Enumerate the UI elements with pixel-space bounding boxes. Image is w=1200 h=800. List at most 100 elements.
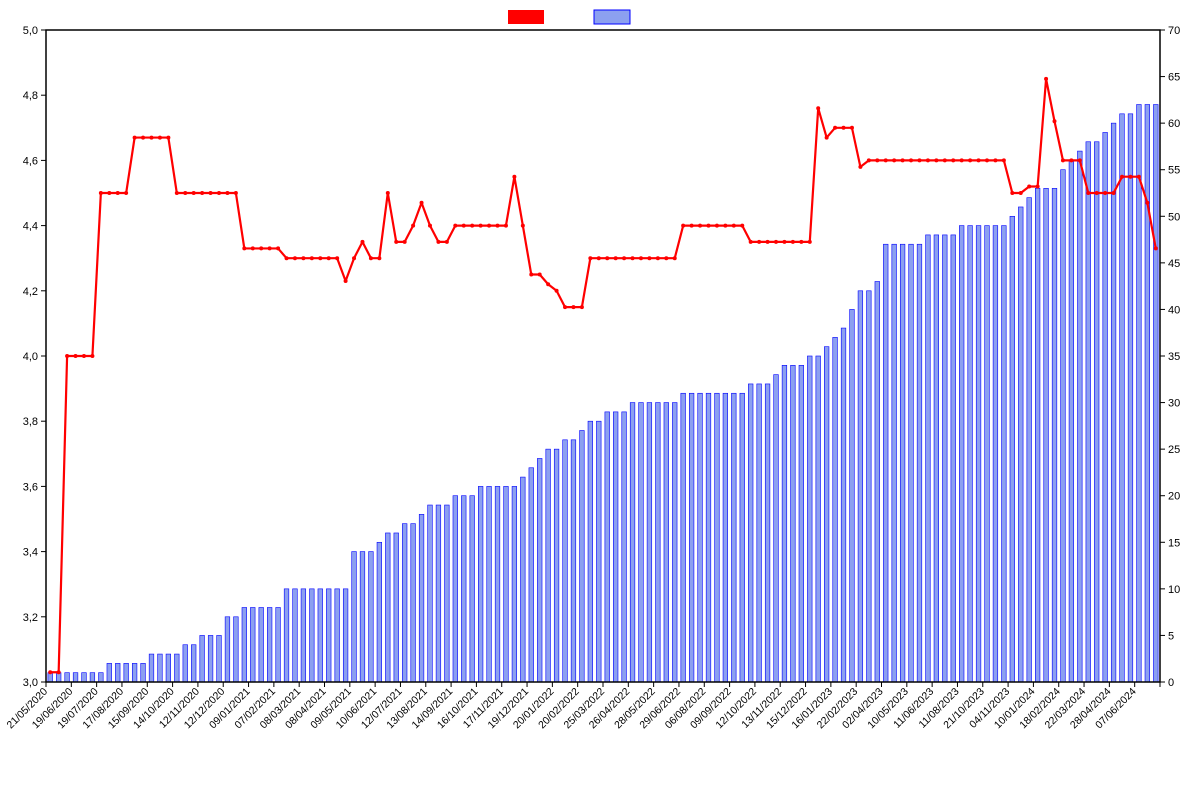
line-marker xyxy=(614,256,618,260)
line-marker xyxy=(74,354,78,358)
bar xyxy=(301,589,306,682)
bar xyxy=(90,673,95,682)
y-right-tick-label: 60 xyxy=(1168,118,1180,130)
bar xyxy=(352,552,357,682)
line-marker xyxy=(420,201,424,205)
legend-swatch-bar xyxy=(594,10,630,24)
line-marker xyxy=(166,136,170,140)
bar xyxy=(82,673,87,682)
bar xyxy=(141,663,146,682)
y-left-tick-label: 4,8 xyxy=(23,90,38,102)
line-marker xyxy=(394,240,398,244)
line-marker xyxy=(377,256,381,260)
bar xyxy=(267,607,272,682)
line-layer xyxy=(48,77,1158,674)
bar xyxy=(841,328,846,682)
line-marker xyxy=(858,165,862,169)
bar xyxy=(1094,142,1099,682)
bar xyxy=(250,607,255,682)
bar xyxy=(664,403,669,682)
bar xyxy=(478,486,483,682)
y-left-tick-label: 3,6 xyxy=(23,481,38,493)
bar xyxy=(782,365,787,682)
line-marker xyxy=(285,256,289,260)
bar xyxy=(1035,188,1040,682)
line-marker xyxy=(1095,191,1099,195)
bar xyxy=(461,496,466,682)
y-left-tick-label: 5,0 xyxy=(23,25,38,37)
line-marker xyxy=(259,246,263,250)
line-marker xyxy=(917,158,921,162)
y-left-tick-label: 4,6 xyxy=(23,155,38,167)
bar xyxy=(115,663,120,682)
bar xyxy=(613,412,618,682)
bar xyxy=(1103,132,1108,682)
bar xyxy=(892,244,897,682)
bar xyxy=(985,226,990,682)
bar xyxy=(132,663,137,682)
line-marker xyxy=(808,240,812,244)
bar xyxy=(166,654,171,682)
line-marker xyxy=(512,175,516,179)
line-marker xyxy=(335,256,339,260)
line-marker xyxy=(1120,175,1124,179)
y-right-tick-label: 30 xyxy=(1168,398,1180,410)
bar xyxy=(723,393,728,682)
line-marker xyxy=(934,158,938,162)
bar xyxy=(850,309,855,682)
bar xyxy=(706,393,711,682)
line-marker xyxy=(555,289,559,293)
bar xyxy=(605,412,610,682)
line-marker xyxy=(1137,175,1141,179)
bar xyxy=(681,393,686,682)
line-marker xyxy=(360,240,364,244)
bar xyxy=(968,226,973,682)
bar xyxy=(1137,105,1142,682)
y-right-tick-label: 5 xyxy=(1168,630,1174,642)
bar xyxy=(360,552,365,682)
bar xyxy=(1078,151,1083,682)
bar xyxy=(740,393,745,682)
line-marker xyxy=(1086,191,1090,195)
bar xyxy=(959,226,964,682)
line-marker xyxy=(757,240,761,244)
line-marker xyxy=(192,191,196,195)
bar xyxy=(149,654,154,682)
line-marker xyxy=(496,224,500,228)
bar xyxy=(1018,207,1023,682)
bar xyxy=(1128,114,1133,682)
line-marker xyxy=(327,256,331,260)
bar xyxy=(757,384,762,682)
bar xyxy=(799,365,804,682)
line-marker xyxy=(892,158,896,162)
line-marker xyxy=(1078,158,1082,162)
bar xyxy=(715,393,720,682)
line-marker xyxy=(605,256,609,260)
line-marker xyxy=(1053,119,1057,123)
line-marker xyxy=(183,191,187,195)
line-marker xyxy=(1103,191,1107,195)
line-marker xyxy=(588,256,592,260)
bar xyxy=(124,663,129,682)
y-right-tick-label: 20 xyxy=(1168,491,1180,503)
line-marker xyxy=(344,279,348,283)
line-marker xyxy=(82,354,86,358)
bar xyxy=(369,552,374,682)
line-marker xyxy=(403,240,407,244)
bar xyxy=(571,440,576,682)
line-marker xyxy=(977,158,981,162)
bar xyxy=(310,589,315,682)
y-right-tick-label: 45 xyxy=(1168,258,1180,270)
line-marker xyxy=(664,256,668,260)
line-marker xyxy=(926,158,930,162)
bars-layer xyxy=(48,105,1158,682)
line-marker xyxy=(1036,184,1040,188)
bar xyxy=(824,347,829,682)
line-marker xyxy=(116,191,120,195)
line-marker xyxy=(487,224,491,228)
bar xyxy=(731,393,736,682)
line-marker xyxy=(479,224,483,228)
line-marker xyxy=(90,354,94,358)
bar xyxy=(428,505,433,682)
bar xyxy=(1086,142,1091,682)
